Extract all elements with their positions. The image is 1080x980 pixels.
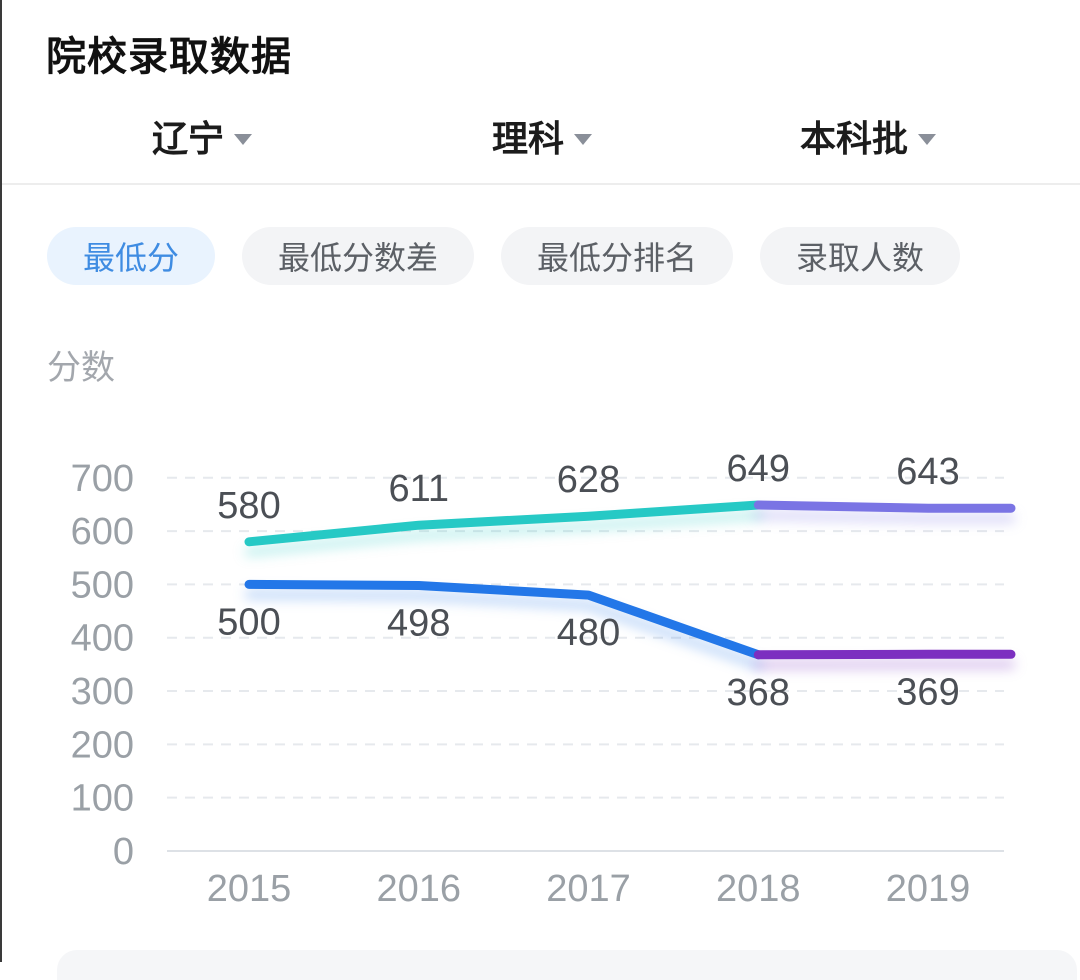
province-dropdown[interactable]: 辽宁 (151, 110, 253, 162)
series-line-max-line (753, 500, 1016, 513)
bottom-sheet-top (57, 950, 1077, 980)
svg-text:500: 500 (217, 601, 280, 643)
svg-text:600: 600 (71, 511, 134, 553)
gridlines (167, 476, 1004, 852)
svg-text:200: 200 (71, 724, 134, 766)
subject-dropdown[interactable]: 理科 (491, 110, 593, 162)
tab-admit-count[interactable]: 录取人数 (760, 227, 961, 285)
chart-area: 0 100 200 300 400 500 600 700 2015 2016 2017 2018 20… (2, 420, 1080, 920)
svg-text:628: 628 (557, 459, 620, 501)
subject-dropdown-label: 理科 (491, 118, 565, 159)
svg-text:0: 0 (113, 831, 134, 873)
svg-text:500: 500 (71, 564, 134, 606)
svg-text:100: 100 (71, 778, 134, 820)
svg-text:643: 643 (896, 451, 959, 493)
data-labels-max-line: 580 611 628 649 643 (217, 448, 959, 527)
chart-y-axis-title: 分数 (47, 349, 115, 387)
data-labels-min-line: 500 498 480 368 369 (217, 601, 959, 713)
series-line-max-line (244, 500, 763, 547)
svg-text:2017: 2017 (546, 868, 631, 910)
svg-text:2019: 2019 (886, 868, 971, 910)
svg-text:400: 400 (71, 618, 134, 660)
tab-min-score-diff[interactable]: 最低分数差 (242, 227, 475, 285)
svg-text:649: 649 (727, 448, 790, 490)
series-line-min-line (244, 579, 763, 660)
svg-text:611: 611 (388, 468, 449, 510)
svg-text:2015: 2015 (207, 868, 292, 910)
svg-text:480: 480 (557, 612, 620, 654)
caret-down-icon (234, 133, 253, 145)
svg-text:2016: 2016 (376, 868, 461, 910)
batch-dropdown[interactable]: 本科批 (799, 110, 937, 162)
caret-down-icon (918, 133, 937, 145)
filter-row: 辽宁 理科 本科批 (2, 110, 1080, 162)
province-dropdown-label: 辽宁 (151, 118, 225, 159)
y-axis-tick-labels: 0 100 200 300 400 500 600 700 (71, 458, 134, 873)
batch-dropdown-label: 本科批 (799, 118, 909, 159)
series-line-min-line (753, 649, 1016, 660)
tab-min-score-rank[interactable]: 最低分排名 (501, 227, 734, 285)
metric-tabs: 最低分 最低分数差 最低分排名 录取人数 (47, 227, 961, 285)
caret-down-icon (574, 133, 593, 145)
svg-text:369: 369 (896, 671, 959, 713)
divider (2, 183, 1080, 185)
x-axis-tick-labels: 2015 2016 2017 2018 2019 (207, 868, 971, 910)
svg-text:2018: 2018 (716, 868, 801, 910)
svg-text:580: 580 (217, 485, 280, 527)
svg-text:300: 300 (71, 671, 134, 713)
svg-text:368: 368 (727, 672, 790, 714)
svg-text:498: 498 (387, 602, 450, 644)
svg-text:700: 700 (71, 458, 134, 500)
tab-min-score[interactable]: 最低分 (47, 227, 216, 285)
page-title: 院校录取数据 (46, 35, 292, 79)
